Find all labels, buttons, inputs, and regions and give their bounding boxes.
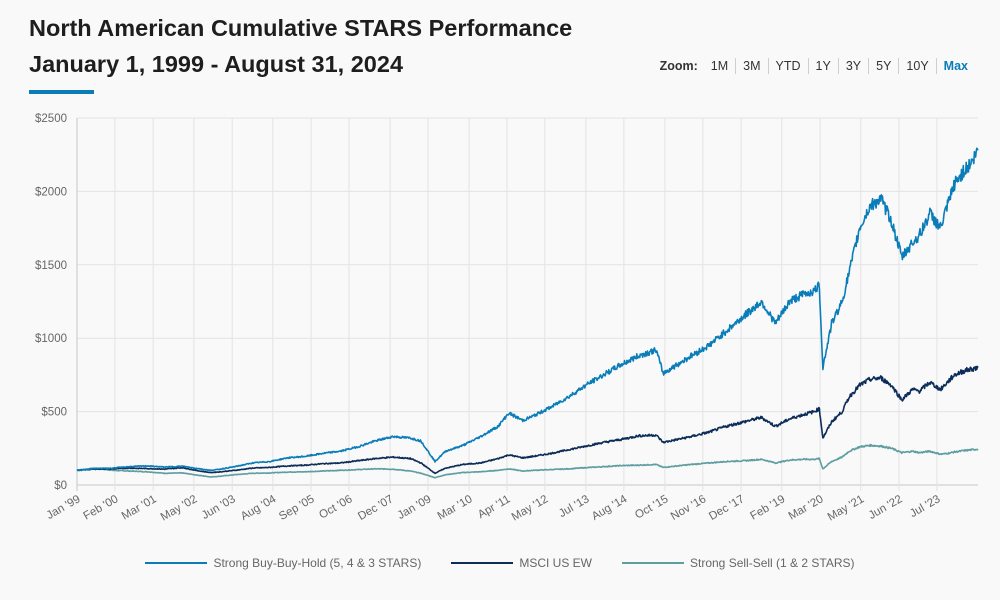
x-tick-label: Mar '20 <box>787 493 826 522</box>
x-tick-label: Aug '14 <box>590 493 630 523</box>
zoom-1y-button[interactable]: 1Y <box>807 58 838 74</box>
x-tick-label: Nov '16 <box>669 493 708 523</box>
x-tick-label: May '21 <box>826 493 867 523</box>
series-line-msci-us-ew <box>76 365 979 475</box>
series-line-strong-sell-sell-1-2-stars <box>76 443 979 479</box>
x-tick-label: Jun '22 <box>867 493 905 522</box>
x-tick-label: Jul '13 <box>557 493 591 520</box>
x-tick-label: Jan '09 <box>396 493 434 522</box>
chart-legend: Strong Buy-Buy-Hold (5, 4 & 3 STARS) MSC… <box>0 556 1000 570</box>
x-tick-label: Aug '04 <box>239 493 279 523</box>
x-tick-label: May '12 <box>510 493 551 523</box>
x-tick-label: Dec '17 <box>707 493 746 523</box>
zoom-5y-button[interactable]: 5Y <box>868 58 898 74</box>
x-tick-label: Feb '00 <box>81 493 120 522</box>
series-line-strong-buy-buy-hold-5-4-3-stars <box>76 147 979 472</box>
x-tick-label: Oct '06 <box>317 493 354 521</box>
y-tick-label: $2500 <box>35 113 67 125</box>
y-tick-label: $1000 <box>35 333 67 345</box>
legend-item-strong-buy[interactable]: Strong Buy-Buy-Hold (5, 4 & 3 STARS) <box>145 556 421 570</box>
y-tick-label: $500 <box>41 407 67 419</box>
zoom-max-button[interactable]: Max <box>935 58 975 74</box>
zoom-1m-button[interactable]: 1M <box>710 59 729 73</box>
y-tick-label: $1500 <box>35 260 67 272</box>
x-tick-label: Sep '05 <box>277 493 316 523</box>
zoom-3y-button[interactable]: 3Y <box>837 58 868 74</box>
x-tick-label: Jan '99 <box>45 493 83 522</box>
zoom-label: Zoom: <box>659 59 698 73</box>
x-tick-label: Mar '01 <box>120 493 159 522</box>
legend-label-strong-buy: Strong Buy-Buy-Hold (5, 4 & 3 STARS) <box>213 556 422 570</box>
x-tick-label: Mar '10 <box>436 493 475 522</box>
chart-title-line1: North American Cumulative STARS Performa… <box>29 15 573 41</box>
y-tick-label: $2000 <box>35 186 67 198</box>
legend-item-msci[interactable]: MSCI US EW <box>451 556 592 570</box>
x-tick-label: Jul '23 <box>908 493 942 520</box>
x-tick-label: Apr '11 <box>476 493 513 521</box>
x-tick-label: Jun '03 <box>200 493 238 522</box>
legend-label-msci: MSCI US EW <box>519 556 592 570</box>
title-accent-bar <box>29 90 94 94</box>
chart-title: North American Cumulative STARS Performa… <box>29 10 572 82</box>
legend-swatch-msci <box>451 562 514 564</box>
zoom-3m-button[interactable]: 3M <box>735 58 767 74</box>
x-tick-label: Feb '19 <box>748 493 787 522</box>
legend-item-strong-sell[interactable]: Strong Sell-Sell (1 & 2 STARS) <box>622 556 855 570</box>
x-tick-label: May '02 <box>159 493 200 523</box>
y-tick-label: $0 <box>54 480 67 492</box>
x-tick-label: Oct '15 <box>633 493 670 521</box>
x-tick-label: Dec '07 <box>356 493 395 523</box>
legend-swatch-strong-sell <box>622 562 684 564</box>
legend-label-strong-sell: Strong Sell-Sell (1 & 2 STARS) <box>690 556 855 570</box>
zoom-ytd-button[interactable]: YTD <box>767 58 808 74</box>
zoom-10y-button[interactable]: 10Y <box>898 58 935 74</box>
legend-swatch-strong-buy <box>145 562 208 564</box>
chart-title-line2: January 1, 1999 - August 31, 2024 <box>29 51 404 77</box>
zoom-selector: Zoom: 1M 3M YTD 1Y 3Y 5Y 10Y Max <box>660 58 975 74</box>
